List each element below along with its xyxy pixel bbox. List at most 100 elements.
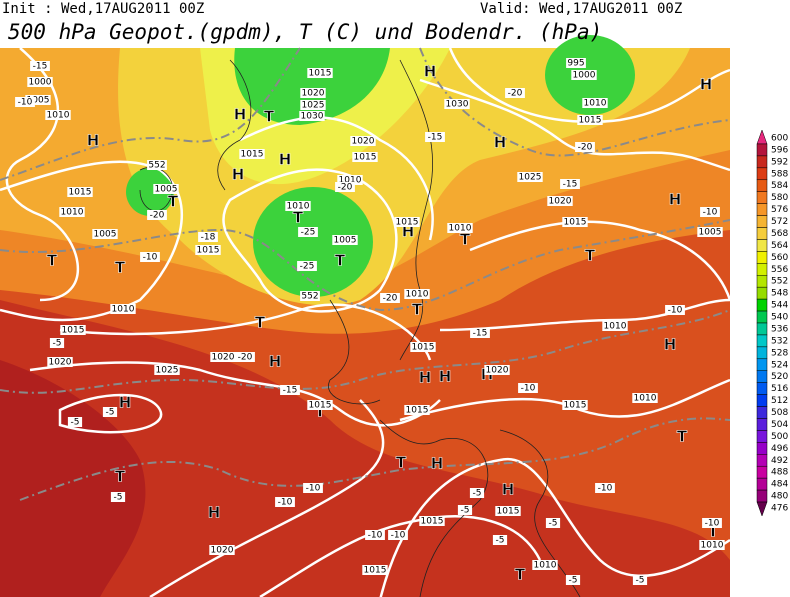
label-box	[444, 99, 470, 109]
contour-label: 1000	[29, 78, 52, 88]
label-box	[582, 98, 608, 108]
contour-label: 1015	[241, 150, 264, 160]
colorbar-swatch	[756, 298, 768, 312]
colorbar-label: 560	[771, 253, 788, 263]
contour-label: 1010	[449, 224, 472, 234]
colorbar-label: 552	[771, 277, 788, 287]
contour-label: 1015	[309, 401, 332, 411]
colorbar-swatch	[756, 155, 768, 169]
colorbar-swatch	[756, 442, 768, 455]
contour-label: -10	[705, 519, 720, 529]
label-box	[300, 291, 320, 301]
label-box	[297, 261, 317, 271]
label-box	[566, 58, 586, 68]
colorbar-swatch	[756, 382, 768, 395]
contour-label: -10	[18, 98, 33, 108]
colorbar-label: 576	[771, 205, 788, 215]
map-labels: HHHHHHHHHHHHHHHHHHTTTTTTTTTTTTTTTT100010…	[15, 58, 725, 586]
contour-label: -20	[578, 143, 593, 153]
contour-label: -5	[106, 408, 115, 418]
label-box	[545, 518, 561, 528]
label-box	[67, 187, 93, 197]
label-box	[560, 179, 580, 189]
label-box	[505, 88, 525, 98]
contour-label: 1010	[339, 176, 362, 186]
label-box	[602, 321, 628, 331]
contour-label: 1020	[302, 89, 325, 99]
contour-label: -10	[278, 498, 293, 508]
colorbar-swatch	[756, 310, 768, 324]
label-box	[147, 210, 167, 220]
label-box	[350, 136, 376, 146]
label-box	[702, 518, 722, 528]
label-box	[571, 70, 597, 80]
colorbar-swatch	[756, 370, 768, 383]
contour-label: 1005	[27, 96, 50, 106]
pressure-center: H	[279, 151, 292, 169]
label-box	[210, 352, 236, 362]
coastlines	[139, 59, 581, 597]
label-box	[209, 545, 235, 555]
contour-label: 1020	[211, 546, 234, 556]
label-box	[198, 232, 218, 242]
colorbar-swatch	[756, 465, 768, 479]
contour-label: 1030	[446, 100, 469, 110]
label-box	[30, 61, 50, 71]
label-box	[49, 338, 65, 348]
label-box	[632, 575, 648, 585]
label-box	[562, 400, 588, 410]
contour-label: 1015	[412, 343, 435, 353]
label-box	[665, 305, 685, 315]
contour-label: 1020	[49, 358, 72, 368]
label-box	[469, 488, 485, 498]
label-box	[92, 229, 118, 239]
label-box	[699, 540, 725, 550]
colorbar-label: 596	[771, 145, 788, 155]
label-box	[303, 483, 323, 493]
contour-label: 1015	[197, 246, 220, 256]
label-box	[547, 196, 573, 206]
contour-label: 1010	[112, 305, 135, 315]
label-box	[60, 325, 86, 335]
pressure-center: H	[664, 336, 677, 354]
label-box	[280, 385, 300, 395]
label-box	[147, 160, 167, 170]
colorbar-label: 476	[771, 504, 788, 514]
contour-label: -18	[201, 233, 216, 243]
label-box	[110, 304, 136, 314]
contour-label: -20	[383, 294, 398, 304]
label-box	[300, 100, 326, 110]
pressure-center: T	[168, 193, 179, 211]
colorbar-label: 528	[771, 348, 788, 358]
label-box	[517, 172, 543, 182]
colorbar-label: 548	[771, 289, 788, 299]
label-box	[518, 383, 538, 393]
colorbar-label: 500	[771, 432, 788, 442]
label-box	[632, 393, 658, 403]
label-box	[700, 207, 720, 217]
contour-label: -20	[150, 211, 165, 221]
label-box	[307, 68, 333, 78]
contour-label: 1015	[421, 517, 444, 527]
contour-label: -5	[473, 489, 482, 499]
contour-label: -15	[428, 133, 443, 143]
contour-label: -5	[569, 576, 578, 586]
contour-label: -25	[301, 228, 316, 238]
contour-label: -25	[300, 262, 315, 272]
contour-label: -20	[508, 89, 523, 99]
contour-label: 1015	[62, 326, 85, 336]
label-box	[27, 77, 53, 87]
contour-label: 1015	[396, 218, 419, 228]
contour-label: 1010	[634, 394, 657, 404]
label-box	[388, 530, 408, 540]
label-box	[362, 565, 388, 575]
label-box	[447, 223, 473, 233]
colorbar-label: 484	[771, 480, 788, 490]
pressure-center: H	[208, 504, 221, 522]
contour-label: 1010	[47, 111, 70, 121]
colorbar-label: 480	[771, 492, 788, 502]
contour-label: -20	[338, 183, 353, 193]
label-box	[110, 492, 126, 502]
contour-label: 1015	[497, 507, 520, 517]
